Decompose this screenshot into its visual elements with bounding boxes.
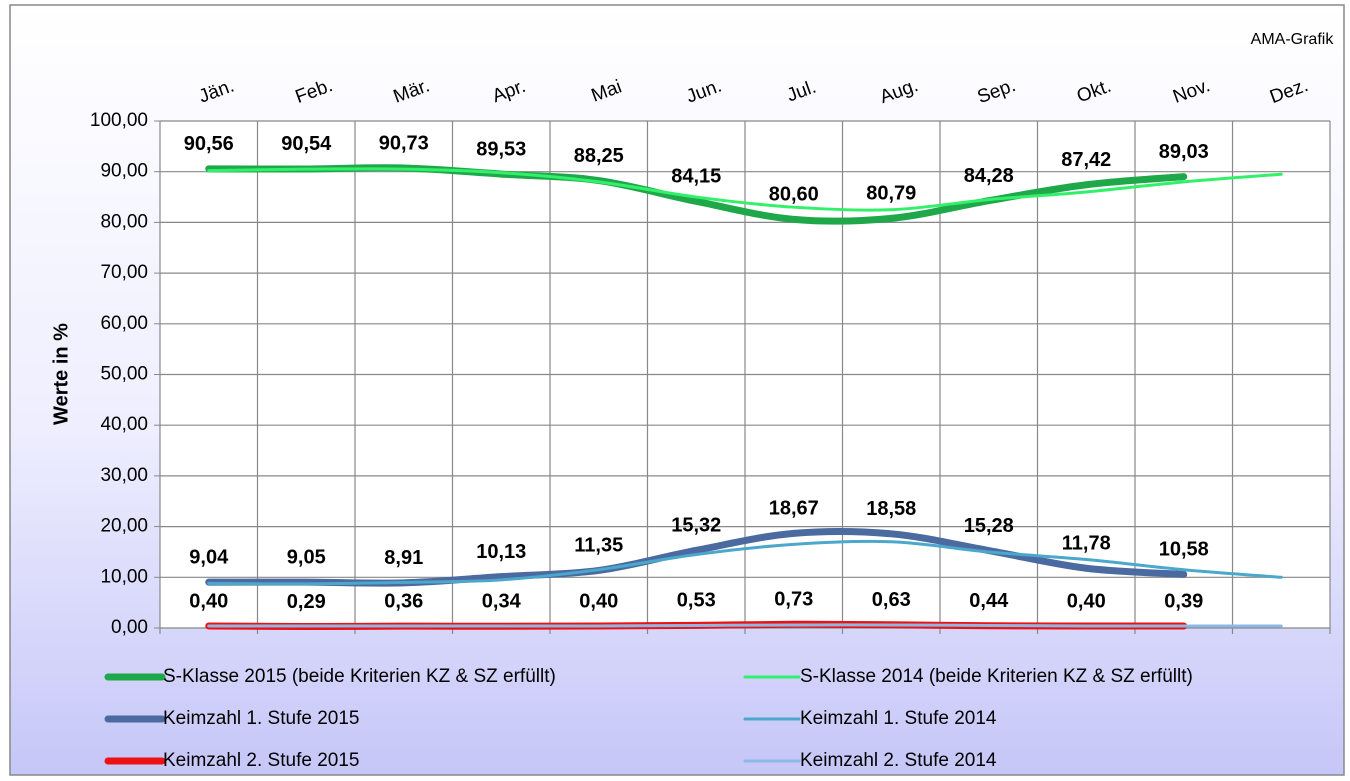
data-label: 8,91 — [384, 547, 423, 569]
data-label: 15,28 — [964, 515, 1014, 537]
data-label: 18,67 — [769, 498, 819, 520]
data-label: 80,60 — [769, 184, 819, 206]
data-label: 90,54 — [281, 133, 332, 155]
y-tick-label: 30,00 — [100, 465, 148, 486]
series-line — [207, 623, 1283, 628]
data-label: 11,78 — [1062, 533, 1111, 555]
y-tick-label: 50,00 — [100, 364, 148, 385]
data-label: 0,40 — [189, 590, 228, 612]
y-tick-label: 100,00 — [90, 110, 148, 131]
data-label: 84,28 — [964, 165, 1014, 187]
data-label: 89,03 — [1159, 141, 1209, 163]
data-label: 0,44 — [969, 590, 1009, 612]
data-label: 90,73 — [379, 132, 429, 154]
data-label: 0,53 — [677, 590, 716, 612]
data-label: 0,40 — [1067, 590, 1106, 612]
legend-label: Keimzahl 2. Stufe 2015 — [163, 750, 359, 771]
data-label: 84,15 — [671, 166, 721, 188]
data-label: 9,05 — [287, 546, 326, 568]
data-label: 10,13 — [476, 541, 526, 563]
data-label: 0,40 — [579, 590, 618, 612]
data-label: 88,25 — [574, 145, 624, 167]
data-label: 10,58 — [1159, 539, 1209, 561]
legend-label: Keimzahl 1. Stufe 2014 — [800, 708, 997, 729]
data-label: 0,36 — [384, 590, 423, 612]
y-tick-label: 70,00 — [100, 262, 148, 283]
y-tick-label: 10,00 — [100, 566, 148, 587]
data-label: 80,79 — [866, 183, 916, 205]
data-label: 9,04 — [189, 546, 229, 568]
legend-label: Keimzahl 1. Stufe 2015 — [163, 708, 359, 729]
data-label: 89,53 — [476, 138, 526, 160]
data-label: 0,73 — [774, 589, 813, 611]
data-label: 15,32 — [671, 515, 721, 537]
y-tick-label: 40,00 — [100, 414, 148, 435]
legend-label: S-Klasse 2014 (beide Kriterien KZ & SZ e… — [800, 666, 1193, 687]
series-line — [207, 539, 1283, 586]
legend-label: Keimzahl 2. Stufe 2014 — [800, 750, 997, 771]
series-line — [207, 167, 1283, 212]
data-label: 0,63 — [872, 589, 911, 611]
legend-label: S-Klasse 2015 (beide Kriterien KZ & SZ e… — [163, 666, 556, 687]
data-label: 11,35 — [574, 535, 623, 557]
y-axis-label: Werte in % — [50, 323, 72, 425]
y-tick-label: 60,00 — [100, 313, 148, 334]
data-label: 0,39 — [1164, 590, 1203, 612]
data-label: 90,56 — [184, 133, 234, 155]
data-label: 0,34 — [482, 591, 522, 613]
y-tick-label: 20,00 — [100, 516, 148, 537]
data-label: 87,42 — [1061, 149, 1111, 171]
y-tick-label: 80,00 — [100, 211, 148, 232]
data-label: 0,29 — [287, 591, 326, 613]
annotation: AMA-Grafik — [1251, 31, 1335, 48]
y-tick-label: 0,00 — [111, 617, 148, 638]
data-label: 18,58 — [866, 498, 916, 520]
y-tick-label: 90,00 — [100, 161, 148, 182]
